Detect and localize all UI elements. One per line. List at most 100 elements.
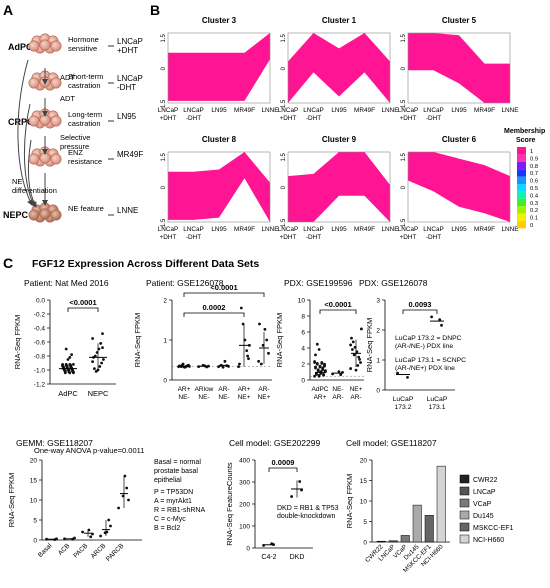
- data-point: [237, 365, 241, 369]
- data-point: [313, 361, 316, 364]
- chart-title-7: Cell model: GSE118207: [346, 438, 437, 448]
- y-axis-label: RNA-Seq FeatureCounts: [225, 462, 234, 546]
- bar-cwr22: [376, 540, 386, 543]
- legend-tick: 0.6: [530, 179, 538, 185]
- legend-line: C = c-Myc: [154, 516, 186, 523]
- chart-title-3: PDX: GSE199596: [284, 278, 353, 288]
- data-point: [221, 365, 225, 369]
- note-line: LuCaP 173.1 = SCNPC: [395, 357, 466, 364]
- significance-bracket: [67, 307, 99, 312]
- legend-swatch: [517, 213, 526, 221]
- y-tick-label: 0: [33, 538, 37, 545]
- x-label: MR49F: [474, 226, 495, 233]
- x-label: LNCaP: [423, 107, 444, 114]
- note-line: Basal = normal: [154, 459, 201, 466]
- panel-label-c: C: [3, 255, 13, 271]
- y-tick-label: 1: [376, 358, 380, 365]
- panel-label-b: B: [150, 2, 160, 18]
- cell: [39, 39, 51, 51]
- legend-entry: VCaP: [473, 501, 492, 508]
- x-category: PARCB: [105, 542, 125, 562]
- chart-nat-med-2016: Patient: Nat Med 2016 0.0 -0.2 -0.4 -0.6 -0.8…: [13, 278, 116, 398]
- data-point: [99, 342, 103, 345]
- stage-desc2-2: castration: [68, 81, 101, 90]
- data-point: [89, 535, 93, 539]
- legend-tick: 0.3: [530, 201, 538, 207]
- legend-swatch: [517, 147, 526, 155]
- legend-swatch: [517, 161, 526, 170]
- y-tick-label: -1.5: [401, 99, 407, 110]
- data-point: [101, 346, 104, 349]
- data-point: [354, 368, 358, 372]
- stage-cell-line-4: MR49F: [117, 150, 143, 159]
- data-point: [265, 338, 269, 342]
- x-category: NE+: [350, 386, 363, 393]
- y-tick-label: 1: [163, 338, 167, 345]
- stage-desc2-3: castration: [68, 119, 101, 128]
- x-label-2: +DHT: [160, 234, 177, 241]
- transition-ne-diff-1: NE: [12, 177, 22, 186]
- data-point: [217, 365, 221, 369]
- cell: [28, 209, 40, 221]
- x-category-2: 173.1: [428, 404, 445, 411]
- chart-cell-gse202299: Cell model: GSE202299 400 300 200 100 0 RNA-Se…: [225, 438, 339, 561]
- cluster-title-2: Cluster 1: [322, 16, 357, 25]
- x-label: LNCaP: [398, 107, 419, 114]
- cluster-title-1: Cluster 3: [202, 16, 237, 25]
- legend-entry: NCI-H660: [473, 537, 504, 544]
- data-point: [314, 353, 317, 357]
- membership-band: [408, 152, 510, 222]
- x-label-2: +DHT: [400, 234, 417, 241]
- legend-title-1: Membership: [504, 128, 545, 135]
- stage-cell-line-3: LN95: [117, 112, 137, 121]
- data-point: [359, 361, 362, 364]
- plot-frame: [167, 151, 271, 223]
- data-point: [406, 375, 409, 379]
- stage-cell-line2-2: -DHT: [117, 83, 136, 92]
- bar-mskcc-ef1: [424, 515, 434, 543]
- data-point: [117, 506, 120, 510]
- bar-lncap: [388, 540, 398, 543]
- legend-tick: 0.8: [530, 164, 538, 170]
- anova-annotation: One-way ANOVA p-value=0.0011: [34, 446, 144, 455]
- x-category-2: NE+: [238, 394, 251, 401]
- data-point: [91, 360, 94, 363]
- significance-bracket: [268, 467, 298, 472]
- y-tick-label: 0: [401, 185, 407, 189]
- y-tick-label: 15: [360, 478, 368, 485]
- data-point: [45, 537, 48, 541]
- x-category: AR+: [178, 386, 191, 393]
- stage-desc-1: Hormone: [68, 35, 99, 44]
- data-point: [357, 355, 361, 359]
- cluster-title-4: Cluster 8: [202, 135, 237, 144]
- y-tick-label: -1.2: [34, 382, 46, 389]
- x-category: ARlow: [195, 386, 214, 393]
- x-label: MR49F: [234, 226, 255, 233]
- y-tick-label: 0: [401, 66, 407, 70]
- significance-bracket: [402, 309, 438, 314]
- legend-entry: MSKCC-EF1: [473, 525, 514, 532]
- data-point: [321, 368, 325, 372]
- membership-band: [168, 33, 270, 101]
- legend-tick: 0.7: [530, 171, 538, 177]
- transition-ne-diff-2: differentiation: [12, 186, 57, 195]
- data-point: [313, 374, 316, 378]
- data-point: [349, 343, 352, 347]
- y-tick-label: 5: [363, 519, 367, 526]
- x-label: LN95: [211, 107, 227, 114]
- data-point: [63, 371, 67, 375]
- data-point: [356, 364, 360, 367]
- cell-cluster-5: [28, 202, 62, 223]
- plot-frame: [287, 32, 391, 104]
- data-point: [317, 374, 321, 378]
- x-label-2: +DHT: [160, 115, 177, 122]
- transition-adt-1: ADT: [60, 73, 75, 82]
- x-label: LNCaP: [278, 226, 299, 233]
- x-category: PACB: [72, 542, 89, 559]
- data-point: [257, 359, 260, 363]
- y-axis-label: RNA-Seq FPKM: [365, 318, 374, 373]
- y-axis-label: RNA-Seq FPKM: [7, 473, 16, 528]
- significance-label: 0.0093: [409, 300, 432, 309]
- cell: [39, 114, 51, 126]
